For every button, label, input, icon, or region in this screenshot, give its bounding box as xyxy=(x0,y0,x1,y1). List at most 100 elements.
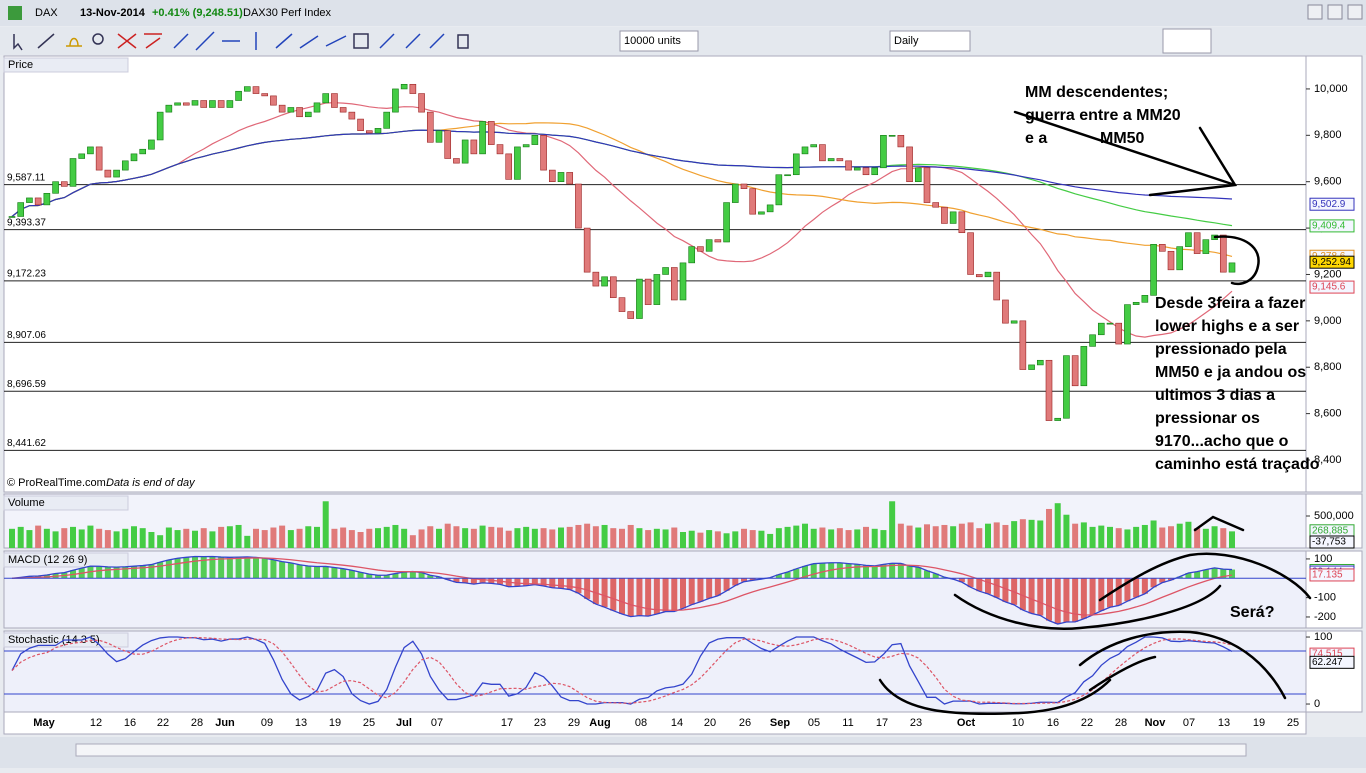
macd-histogram xyxy=(1220,569,1227,579)
candle xyxy=(453,158,460,164)
macd-histogram xyxy=(723,578,730,591)
macd-histogram xyxy=(732,578,739,586)
candle xyxy=(487,121,495,145)
level-label: 8,441.62 xyxy=(7,438,46,449)
close-button[interactable] xyxy=(1347,4,1363,20)
tool-zoom[interactable] xyxy=(92,33,104,45)
candle xyxy=(688,246,696,264)
candle xyxy=(278,104,286,113)
macd-histogram xyxy=(558,578,564,589)
volume-bar xyxy=(9,528,15,548)
candle xyxy=(95,146,103,171)
macd-histogram xyxy=(1229,569,1235,579)
panel-title: Price xyxy=(8,59,33,71)
macd-histogram xyxy=(523,578,530,586)
indicator-button[interactable] xyxy=(1162,28,1212,54)
scrollbar[interactable] xyxy=(75,743,1247,757)
candle xyxy=(130,153,138,162)
arrow xyxy=(1013,110,1238,197)
curve xyxy=(878,678,1112,716)
annotation: lower highs e a ser xyxy=(1155,318,1299,335)
volume-bar xyxy=(279,525,286,548)
macd-histogram xyxy=(1046,578,1052,621)
tool-ruler[interactable] xyxy=(37,33,55,49)
y-tick-label: 8,600 xyxy=(1314,408,1342,420)
volume-bar xyxy=(610,528,617,548)
volume-bar xyxy=(497,527,503,548)
annotation: pressionado pela xyxy=(1155,341,1287,358)
y-tick-label: -100 xyxy=(1314,592,1336,604)
candle xyxy=(69,158,77,187)
volume-bar xyxy=(863,526,869,548)
maximize-button[interactable] xyxy=(1327,4,1343,20)
candle xyxy=(182,102,190,106)
y-tick-label: 100 xyxy=(1314,553,1332,565)
annotation: e a xyxy=(1025,130,1047,147)
y-tick-label: 8,800 xyxy=(1314,361,1342,373)
macd-histogram xyxy=(1002,578,1009,602)
macd-histogram xyxy=(1019,578,1026,611)
panel-header xyxy=(3,495,129,511)
tool-text[interactable] xyxy=(353,33,369,49)
handwriting xyxy=(878,110,1312,716)
macd-histogram xyxy=(383,575,390,579)
period-dropdown[interactable] xyxy=(889,30,971,52)
candle xyxy=(705,239,713,252)
axis-panel xyxy=(1305,630,1363,713)
candle xyxy=(296,107,303,118)
volume-bar xyxy=(348,530,355,548)
volume-bar xyxy=(958,523,965,548)
candle xyxy=(209,100,216,108)
tool-lines[interactable] xyxy=(173,31,347,51)
volume-bar xyxy=(523,526,530,548)
value-tag-label: 9,252.94 xyxy=(1312,257,1351,268)
tool-delete[interactable] xyxy=(457,34,469,49)
tool-cursor[interactable] xyxy=(13,34,23,51)
macd-histogram xyxy=(793,568,800,579)
tool-fib[interactable] xyxy=(117,33,137,49)
value-tag-label: 74.515 xyxy=(1312,649,1343,660)
volume-bar xyxy=(723,533,730,548)
tool-misc[interactable] xyxy=(379,33,445,49)
units-dropdown[interactable] xyxy=(619,30,699,52)
volume-bar xyxy=(775,528,782,548)
candle xyxy=(148,139,155,150)
macd-histogram xyxy=(653,578,660,615)
volume-bar xyxy=(993,522,1000,548)
macd-histogram xyxy=(549,578,556,588)
volume-bar xyxy=(401,528,408,548)
volume-bar xyxy=(671,527,678,548)
macd-histogram xyxy=(200,556,207,579)
candle xyxy=(505,153,513,180)
annotation: MM50 xyxy=(1100,130,1145,147)
x-tick-label: 19 xyxy=(329,717,341,729)
macd-histogram xyxy=(1133,578,1140,598)
macd-histogram xyxy=(636,578,643,616)
macd-histogram xyxy=(819,563,826,579)
macd-histogram xyxy=(470,578,477,585)
candle xyxy=(557,172,565,182)
macd-histogram xyxy=(1168,578,1174,581)
candle xyxy=(792,153,800,176)
x-tick-label: Sep xyxy=(770,717,790,729)
candle xyxy=(810,144,818,148)
hat xyxy=(1193,515,1245,532)
volume-bar xyxy=(575,524,582,548)
x-tick-label: 17 xyxy=(501,717,513,729)
candle xyxy=(348,111,356,120)
macd-histogram xyxy=(444,578,451,580)
candle xyxy=(365,130,373,134)
volume-bar xyxy=(17,526,24,548)
minimize-button[interactable] xyxy=(1307,4,1323,20)
value-tag xyxy=(1309,255,1355,269)
tool-alert[interactable] xyxy=(66,37,82,47)
macd-histogram xyxy=(880,564,887,579)
tool-channel[interactable] xyxy=(144,33,162,49)
value-tag-label: 9,502.9 xyxy=(1312,199,1346,210)
volume-bar xyxy=(357,532,364,548)
macd-histogram xyxy=(392,573,399,579)
macd-histogram xyxy=(871,565,878,579)
x-tick-label: 16 xyxy=(124,717,136,729)
macd-histogram xyxy=(1185,573,1192,579)
volume-bar xyxy=(531,528,538,548)
